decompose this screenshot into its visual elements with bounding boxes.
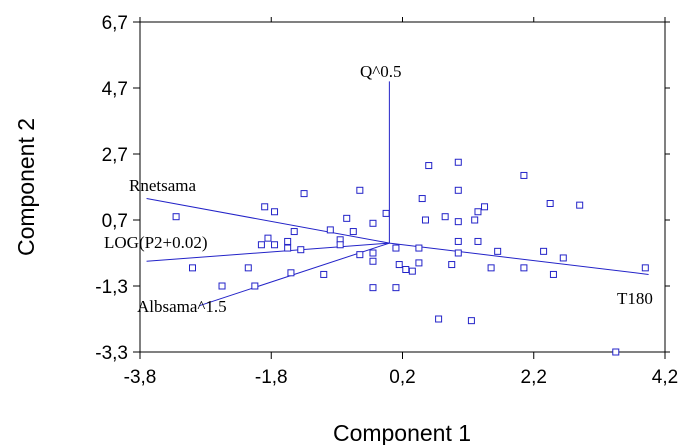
score-point xyxy=(540,247,548,255)
score-point xyxy=(402,266,410,273)
vector-line xyxy=(146,198,390,244)
y-tick-label: 0,7 xyxy=(102,211,128,232)
x-tick-label: 4,2 xyxy=(652,367,678,388)
vector-label: Q^0.5 xyxy=(360,62,402,81)
vector-label: Albsama^1.5 xyxy=(137,297,227,316)
score-point xyxy=(418,195,426,203)
score-point xyxy=(261,203,269,211)
score-point xyxy=(369,249,377,257)
score-point xyxy=(257,241,265,249)
score-point xyxy=(494,247,502,255)
score-point xyxy=(415,259,423,267)
score-point xyxy=(395,261,403,269)
x-axis-title: Component 1 xyxy=(333,420,471,445)
score-point xyxy=(356,186,364,194)
score-point xyxy=(320,270,328,278)
component-vectors xyxy=(146,81,649,307)
score-point xyxy=(284,237,292,245)
vector-line xyxy=(389,242,649,275)
score-point xyxy=(467,317,475,325)
score-point xyxy=(425,162,433,170)
score-points xyxy=(172,158,649,356)
score-point xyxy=(369,284,377,292)
score-point xyxy=(441,213,449,221)
score-point xyxy=(172,213,180,221)
x-tick-label: -1,8 xyxy=(255,367,288,388)
score-point xyxy=(290,228,298,236)
score-point xyxy=(356,251,364,259)
score-point xyxy=(448,261,456,269)
score-point xyxy=(435,315,443,323)
score-point xyxy=(421,216,429,224)
score-point xyxy=(520,171,528,179)
score-point xyxy=(481,203,489,211)
score-point xyxy=(326,226,334,234)
score-point xyxy=(454,186,462,194)
score-point xyxy=(218,282,226,290)
vector-label: Rnetsama xyxy=(129,176,196,195)
score-point xyxy=(382,209,390,217)
score-point xyxy=(189,264,196,272)
score-point xyxy=(641,264,649,272)
x-axis-ticks: -3,8 -1,8 0,2 2,2 4,2 xyxy=(124,17,678,388)
score-point xyxy=(454,249,462,257)
vector-labels: Q^0.5 Rnetsama LOG(P2+0.02) Albsama^1.5 T180 xyxy=(104,62,653,316)
score-point xyxy=(520,264,528,272)
x-tick-label: -3,8 xyxy=(124,367,157,388)
score-point xyxy=(408,267,416,275)
score-point xyxy=(300,190,308,198)
x-tick-label: 2,2 xyxy=(521,367,547,388)
score-point xyxy=(559,254,567,262)
x-tick-label: 0,2 xyxy=(389,367,415,388)
score-point xyxy=(612,348,620,356)
score-point xyxy=(392,284,400,292)
vector-line xyxy=(146,242,390,262)
y-tick-label: -3,3 xyxy=(95,343,128,364)
score-point xyxy=(369,219,377,227)
score-point xyxy=(284,244,292,252)
score-point xyxy=(549,270,557,278)
y-tick-label: 2,7 xyxy=(102,145,128,166)
y-tick-label: 4,7 xyxy=(102,79,128,100)
y-tick-label: 6,7 xyxy=(102,13,128,34)
score-point xyxy=(487,264,495,272)
score-point xyxy=(244,264,252,272)
score-point xyxy=(392,244,400,252)
y-tick-label: -1,3 xyxy=(95,277,128,298)
y-axis-ticks: -3,3 -1,3 0,7 2,7 4,7 6,7 xyxy=(95,13,670,364)
vector-label: LOG(P2+0.02) xyxy=(104,233,208,252)
score-point xyxy=(349,228,357,236)
score-point xyxy=(454,218,462,226)
score-point xyxy=(271,241,279,249)
y-axis-title: Component 2 xyxy=(13,118,39,256)
score-point xyxy=(474,237,482,245)
score-point xyxy=(415,244,423,252)
score-point xyxy=(576,201,584,209)
score-point xyxy=(471,216,479,224)
score-point xyxy=(264,234,272,242)
score-point xyxy=(474,208,482,216)
score-point xyxy=(336,241,344,249)
score-point xyxy=(546,200,554,207)
score-point xyxy=(454,158,462,166)
score-point xyxy=(369,257,377,265)
score-point xyxy=(454,237,462,245)
score-point xyxy=(287,269,295,277)
vector-label: T180 xyxy=(617,289,653,308)
score-point xyxy=(343,214,351,222)
score-point xyxy=(271,208,279,216)
score-point xyxy=(297,246,305,254)
score-point xyxy=(251,282,259,290)
